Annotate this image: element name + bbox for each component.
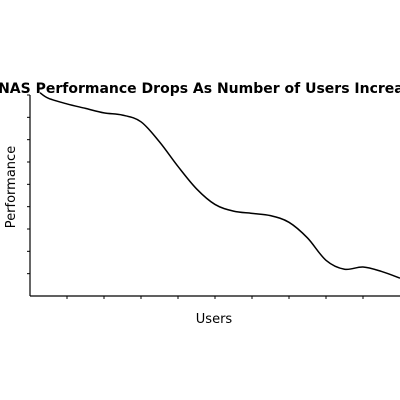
tick-marks	[27, 94, 364, 299]
series-line	[39, 92, 400, 279]
axes	[29, 95, 400, 297]
chart-title: NAS Performance Drops As Number of Users…	[0, 81, 400, 97]
x-axis-label: Users	[196, 312, 233, 327]
y-axis-label: Performance	[4, 146, 19, 228]
